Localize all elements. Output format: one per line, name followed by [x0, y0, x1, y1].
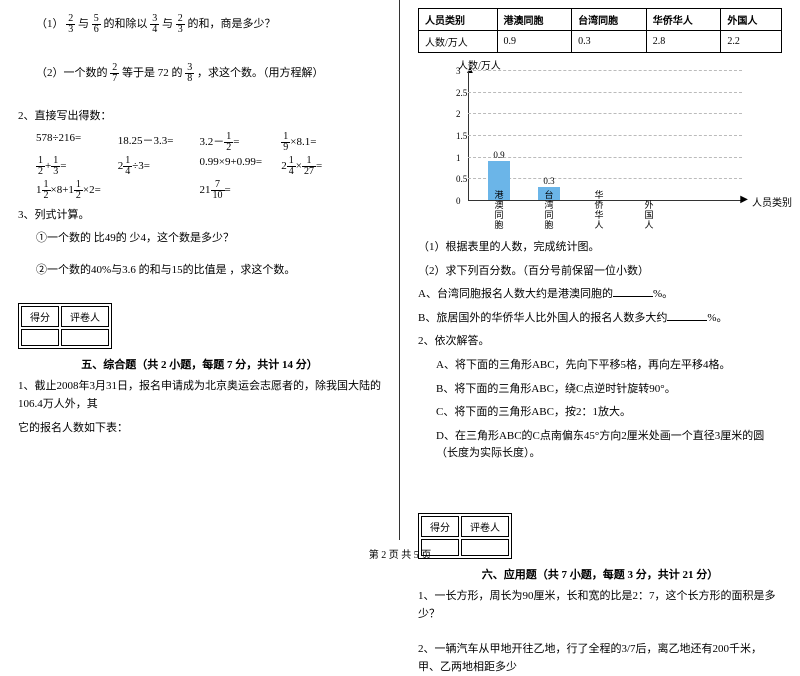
right-column: 人员类别港澳同胞台湾同胞华侨华人外国人 人数/万人0.90.32.82.2 人数…	[400, 0, 800, 540]
y-tick: 3	[456, 66, 461, 76]
sec6-p2: 2、一辆汽车从甲地开往乙地，行了全程的3/7后，离乙地还有200千米，甲、乙两地…	[418, 641, 782, 676]
question-1-2: （2）一个数的 27 等于是 72 的 38 ，求这个数。（用方程解）	[36, 63, 381, 84]
x-category: 华侨华人	[588, 191, 610, 231]
sec6-p1: 1、一长方形，周长为90厘米，长和宽的比是2：7，这个长方形的面积是多少？	[418, 588, 782, 623]
data-table: 人员类别港澳同胞台湾同胞华侨华人外国人 人数/万人0.90.32.82.2	[418, 8, 782, 53]
chart-q2a: A、台湾同胞报名人数大约是港澳同胞的%。	[418, 286, 782, 304]
blank-a[interactable]	[613, 296, 653, 297]
y-axis	[468, 71, 469, 201]
problem-2r: 2、依次解答。	[418, 333, 782, 351]
blank-b[interactable]	[667, 320, 707, 321]
frac-3-4: 34	[150, 14, 159, 35]
th-foreign: 外国人	[721, 9, 782, 31]
p2b: B、将下面的三角形ABC，绕C点逆时针旋转90°。	[436, 381, 782, 399]
x-category: 外国人	[638, 201, 660, 231]
frac-3-8: 38	[185, 63, 194, 84]
gridline	[468, 70, 742, 71]
frac-2-7: 27	[110, 63, 119, 84]
p2c: C、将下面的三角形ABC，按2：1放大。	[436, 404, 782, 422]
gridline	[468, 135, 742, 136]
sec5-p1a: 1、截止2008年3月31日，报名申请成为北京奥运会志愿者的，除我国大陆的106…	[18, 378, 381, 413]
y-tick: 2	[456, 109, 461, 119]
question-1-1: （1） 23 与 56 的和除以 34 与 23 的和，商是多少？	[36, 14, 381, 35]
td-v1: 0.9	[497, 31, 572, 53]
th-category: 人员类别	[419, 9, 498, 31]
frac-2-3b: 23	[176, 14, 185, 35]
bar-chart: 人数/万人 ▲ ▶ 人员类别 00.511.522.530.9港澳同胞0.3台湾…	[438, 61, 782, 231]
calc-3a: 112×8+112×2=	[36, 180, 200, 201]
q2-prefix: （2）一个数的	[36, 67, 108, 79]
calc-1a: 578÷216=	[36, 132, 118, 153]
calc-2a: 12+13=	[36, 156, 118, 177]
problem-3-1: ①一个数的 比49的 少4，这个数是多少？	[36, 230, 381, 248]
section-6-title: 六、应用题（共 7 小题，每题 3 分，共计 21 分）	[418, 566, 782, 582]
calc-1c: 3.2－12=	[200, 132, 282, 153]
td-count-label: 人数/万人	[419, 31, 498, 53]
calc-1d: 19×8.1=	[281, 132, 363, 153]
problem-3-2: ②一个数的40%与3.6 的和与15的比值是 ，求这个数。	[36, 262, 381, 280]
y-tick: 0	[456, 196, 461, 206]
score-section-5: 得分评卷人	[18, 303, 381, 352]
chart-q1: （1）根据表里的人数，完成统计图。	[418, 239, 782, 257]
y-tick: 0.5	[456, 174, 467, 184]
chart-q2b: B、旅居国外的华侨华人比外国人的报名人数多大约%。	[418, 310, 782, 328]
problem-3-title: 3、列式计算。	[18, 207, 381, 225]
problem-2-title: 2、直接写出得数：	[18, 108, 381, 126]
calc-2b: 214÷3=	[118, 156, 200, 177]
x-category: 台湾同胞	[538, 191, 560, 231]
grader-label: 评卷人	[61, 306, 109, 327]
x-category: 港澳同胞	[488, 191, 510, 231]
p2a: A、将下面的三角形ABC，先向下平移5格，再向左平移4格。	[436, 357, 782, 375]
th-hk: 港澳同胞	[497, 9, 572, 31]
bar-value-label: 0.3	[538, 176, 560, 186]
y-tick: 1.5	[456, 131, 467, 141]
section-5-title: 五、综合题（共 2 小题，每题 7 分，共计 14 分）	[18, 356, 381, 372]
td-v4: 2.2	[721, 31, 782, 53]
score-label-6: 得分	[421, 516, 459, 537]
calc-2c: 0.99×9+0.99=	[200, 156, 282, 177]
x-axis-label: 人员类别	[752, 194, 792, 209]
y-tick: 1	[456, 153, 461, 163]
th-tw: 台湾同胞	[572, 9, 647, 31]
calc-1b: 18.25－3.3=	[118, 132, 200, 153]
calc-row-2: 12+13= 214÷3= 0.99×9+0.99= 214×127=	[36, 156, 363, 177]
th-overseas: 华侨华人	[646, 9, 721, 31]
calc-row-1: 578÷216= 18.25－3.3= 3.2－12= 19×8.1=	[36, 132, 363, 153]
calc-2d: 214×127=	[281, 156, 363, 177]
gridline	[468, 113, 742, 114]
sec5-p1b: 它的报名人数如下表：	[18, 420, 381, 438]
gridline	[468, 92, 742, 93]
td-v2: 0.3	[572, 31, 647, 53]
frac-2-3: 23	[66, 14, 75, 35]
score-table: 得分评卷人	[18, 303, 112, 349]
p2d: D、在三角形ABC的C点南偏东45°方向2厘米处画一个直径3厘米的圆（长度为实际…	[436, 428, 782, 463]
y-tick: 2.5	[456, 88, 467, 98]
page-footer: 第 2 页 共 5 页	[0, 546, 800, 561]
q1-prefix: （1）	[36, 18, 64, 30]
grader-label-6: 评卷人	[461, 516, 509, 537]
arrow-right-icon: ▶	[740, 194, 748, 205]
td-v3: 2.8	[646, 31, 721, 53]
chart-q2: （2）求下列百分数。（百分号前保留一位小数）	[418, 263, 782, 281]
bar-value-label: 0.9	[488, 150, 510, 160]
calc-row-3: 112×8+112×2= 21710=	[36, 180, 363, 201]
frac-5-6: 56	[92, 14, 101, 35]
score-label: 得分	[21, 306, 59, 327]
left-column: （1） 23 与 56 的和除以 34 与 23 的和，商是多少？ （2）一个数…	[0, 0, 400, 540]
calc-3b: 21710=	[200, 180, 282, 201]
